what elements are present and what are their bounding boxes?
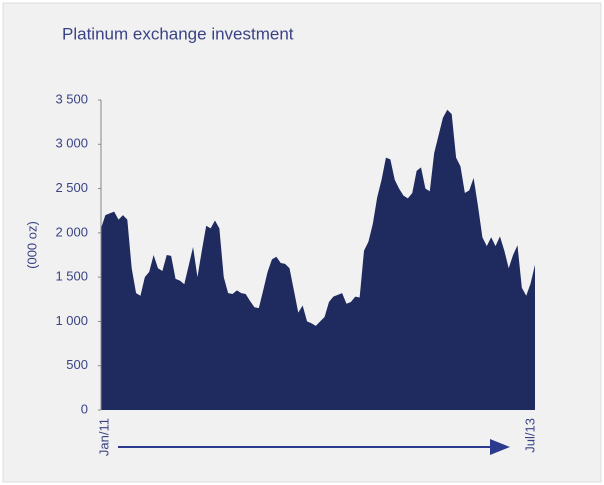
y-tick-label: 2 500 xyxy=(55,180,88,195)
y-tick-label: 0 xyxy=(81,401,88,416)
x-tick-label: Jan/11 xyxy=(96,418,111,456)
chart-title: Platinum exchange investment xyxy=(62,24,294,43)
y-tick-label: 1 000 xyxy=(55,313,88,328)
y-axis-label: (000 oz) xyxy=(24,221,39,269)
area xyxy=(101,109,535,410)
arrow-head xyxy=(490,439,510,455)
y-tick-label: 2 000 xyxy=(55,224,88,239)
y-tick-label: 3 000 xyxy=(55,136,88,151)
y-tick-label: 1 500 xyxy=(55,269,88,284)
y-tick-label: 3 500 xyxy=(55,91,88,106)
x-tick-label: Jul/13 xyxy=(522,418,537,453)
y-tick-label: 500 xyxy=(66,357,88,372)
